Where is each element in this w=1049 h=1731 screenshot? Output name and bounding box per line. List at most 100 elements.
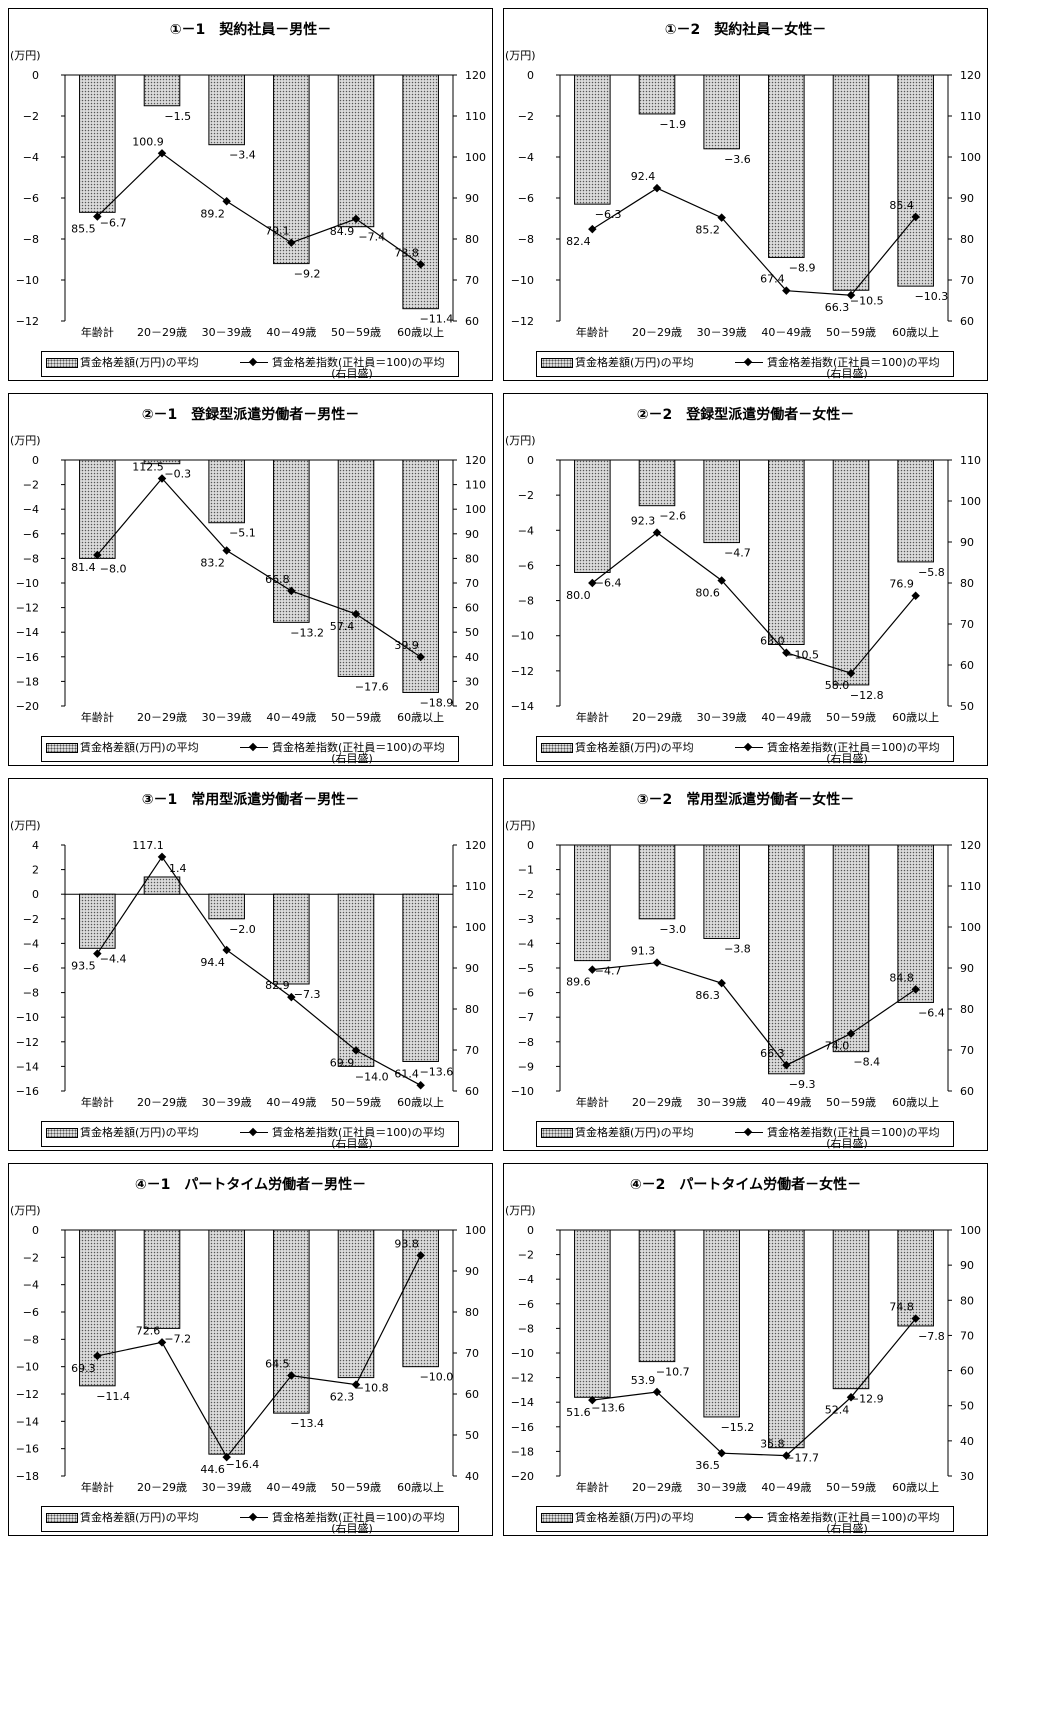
bar xyxy=(574,1229,611,1398)
legend-line-sublabel: (右目盛) xyxy=(331,752,373,765)
bar-value-label: −11.4 xyxy=(420,313,454,326)
category-label: 40－49歳 xyxy=(266,711,316,724)
category-label: 40－49歳 xyxy=(761,326,811,339)
index-value-label: 81.4 xyxy=(71,561,96,574)
right-tick-label: 70 xyxy=(465,1044,479,1057)
right-tick-label: 110 xyxy=(465,479,486,492)
left-tick-label: −2 xyxy=(23,110,39,123)
index-value-label: 57.4 xyxy=(330,620,355,633)
bar xyxy=(574,844,611,962)
bar-value-label: −12.8 xyxy=(850,689,884,702)
legend: 賃金格差額(万円)の平均 賃金格差指数(正社員＝100)の平均 (右目盛) xyxy=(536,351,954,380)
left-tick-label: −10 xyxy=(511,1347,534,1360)
bar xyxy=(273,893,310,985)
category-label: 60歳以上 xyxy=(892,1481,939,1494)
right-tick-label: 30 xyxy=(960,1470,974,1483)
index-marker xyxy=(351,1380,361,1389)
index-marker xyxy=(652,958,662,967)
right-tick-label: 70 xyxy=(960,274,974,287)
right-tick-label: 80 xyxy=(465,233,479,246)
bar xyxy=(703,74,740,150)
left-tick-label: −2 xyxy=(518,888,534,901)
category-label: 60歳以上 xyxy=(397,1481,444,1494)
left-tick-label: −8 xyxy=(518,595,534,608)
index-value-label: 35.8 xyxy=(760,1438,785,1451)
bar-value-label: −6.4 xyxy=(595,576,622,589)
index-line xyxy=(591,531,917,674)
bar-value-label: −9.3 xyxy=(789,1078,816,1091)
right-tick-label: 100 xyxy=(465,503,486,516)
category-label: 60歳以上 xyxy=(397,711,444,724)
chart-svg: −20−18−16−14−12−10−8−6−4−203040506070809… xyxy=(511,1224,981,1494)
chart-svg: −12 −10 −8 −6 −4 −2 0 60 70 80 90 100 110 120 年齢計 20－29… xyxy=(16,69,486,339)
index-value-label: 117.1 xyxy=(132,839,164,852)
left-tick-label: 4 xyxy=(32,839,39,852)
bar xyxy=(337,459,375,677)
left-tick-label: −8 xyxy=(518,1322,534,1335)
bar xyxy=(897,844,934,1003)
right-tick-label: 90 xyxy=(465,962,479,975)
left-tick-label: −6 xyxy=(23,1306,39,1319)
bar xyxy=(143,459,181,465)
index-marker xyxy=(782,648,791,657)
left-tick-label: −2 xyxy=(23,1251,39,1264)
bar xyxy=(768,459,805,645)
index-value-label: 51.6 xyxy=(566,1406,591,1419)
bar-value-label: −13.6 xyxy=(591,1401,625,1414)
index-value-label: 66.3 xyxy=(825,301,850,314)
left-tick-label: −18 xyxy=(16,675,39,688)
index-value-label: 82.4 xyxy=(566,235,591,248)
left-tick-label: 0 xyxy=(527,839,534,852)
bar-value-label: −7.8 xyxy=(918,1330,945,1343)
index-marker xyxy=(287,992,296,1002)
chart-title: ④－1 パートタイム労働者－男性－ xyxy=(134,1177,367,1193)
right-tick-label: 80 xyxy=(960,577,974,590)
left-tick-label: −10 xyxy=(511,1085,534,1098)
bar xyxy=(832,459,870,686)
bar xyxy=(337,74,375,228)
right-tick-label: 70 xyxy=(960,618,974,631)
left-tick-label: −2 xyxy=(23,913,39,926)
category-label: 60歳以上 xyxy=(397,1096,444,1109)
right-tick-label: 80 xyxy=(465,1003,479,1016)
index-marker xyxy=(846,290,856,300)
category-label: 年齢計 xyxy=(81,1095,114,1109)
left-tick-label: −14 xyxy=(16,1060,39,1073)
right-tick-label: 110 xyxy=(960,454,981,467)
diamond-marker-icon xyxy=(743,357,753,367)
y-axis-unit: (万円) xyxy=(505,819,536,832)
left-tick-label: −10 xyxy=(511,274,534,287)
category-label: 50－59歳 xyxy=(331,1481,381,1494)
index-marker xyxy=(93,212,102,221)
category-label: 50－59歳 xyxy=(826,1481,876,1494)
index-marker xyxy=(157,149,167,158)
bar-value-label: −1.5 xyxy=(164,110,191,123)
left-tick-label: −2 xyxy=(23,479,39,492)
bar-value-label: −17.7 xyxy=(785,1452,819,1465)
index-marker xyxy=(287,586,296,596)
index-marker xyxy=(222,197,231,206)
bar-swatch-icon xyxy=(46,1128,78,1138)
bar-value-label: −7.2 xyxy=(164,1332,191,1345)
diamond-marker-icon xyxy=(743,742,753,752)
bar-value-label: −15.2 xyxy=(721,1421,755,1434)
right-tick-label: 50 xyxy=(465,626,479,639)
right-tick-label: 60 xyxy=(960,1365,974,1378)
left-tick-label: −6 xyxy=(518,987,534,1000)
right-tick-label: 70 xyxy=(465,1347,479,1360)
bar-value-label: −7.4 xyxy=(358,231,385,244)
left-tick-label: −6 xyxy=(518,1298,534,1311)
index-marker xyxy=(588,965,597,974)
index-marker xyxy=(222,945,231,955)
index-marker xyxy=(157,852,167,862)
diamond-marker-icon xyxy=(248,1127,258,1137)
left-tick-label: −4 xyxy=(518,151,534,164)
legend-bar-label: 賃金格差額(万円)の平均 xyxy=(575,1511,694,1524)
left-tick-label: 0 xyxy=(32,454,39,467)
bar-value-label: −11.4 xyxy=(96,1390,130,1403)
chart-svg: −16 −14 −12 −10 −8 −6 −4 −2 0 2 4 60 70 80 90 100 110 120… xyxy=(16,839,486,1109)
left-tick-label: 0 xyxy=(527,1224,534,1237)
bar-value-label: −10.3 xyxy=(915,290,949,303)
bar-value-label: −13.4 xyxy=(290,1417,324,1430)
right-tick-label: 80 xyxy=(465,1306,479,1319)
